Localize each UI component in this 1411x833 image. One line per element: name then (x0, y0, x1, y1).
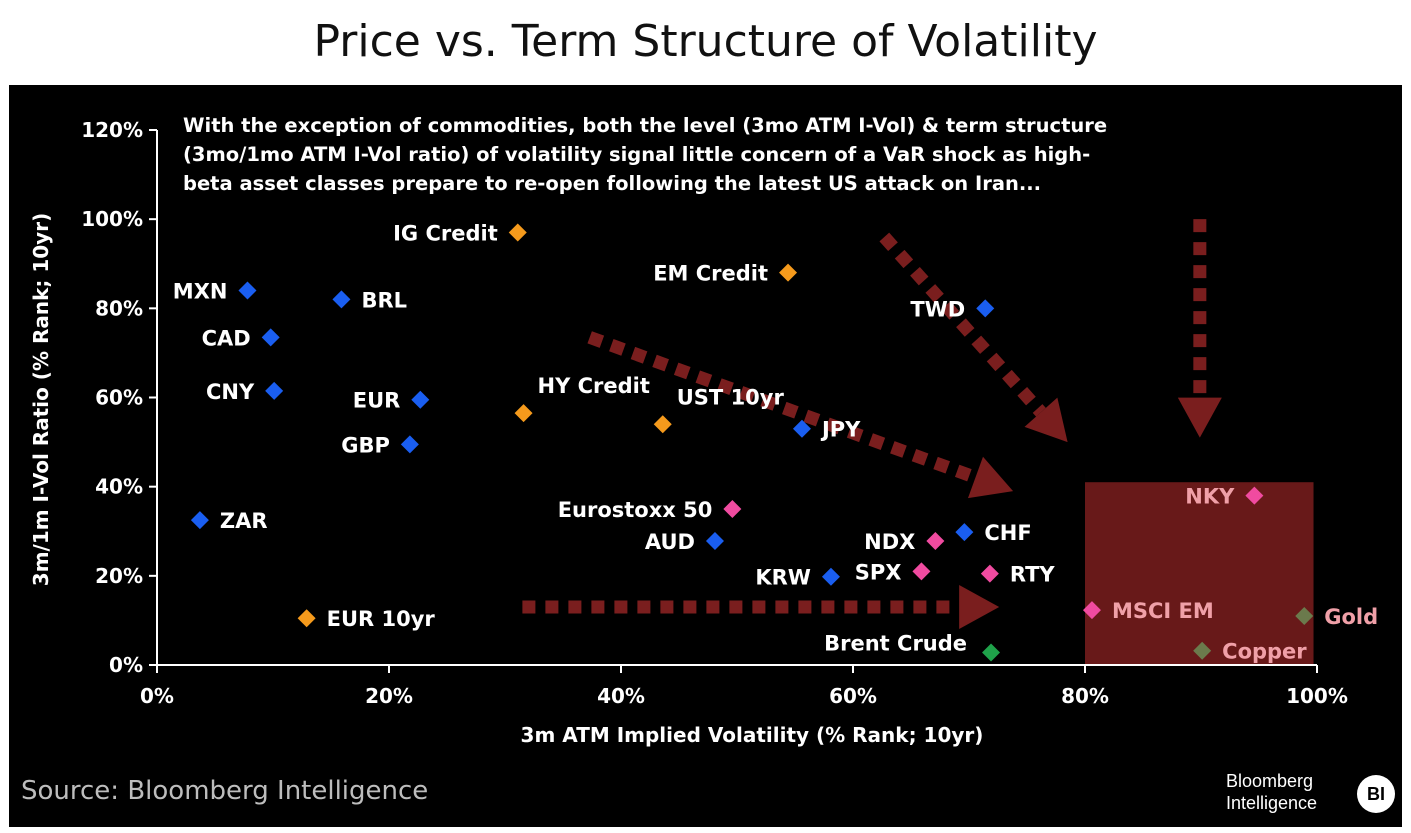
annotation-line: (3mo/1mo ATM I-Vol ratio) of volatility … (183, 143, 1090, 166)
annotation-line: With the exception of commodities, both … (183, 114, 1107, 137)
y-tick-label: 20% (95, 564, 143, 588)
data-label: NDX (864, 530, 915, 554)
y-tick-label: 120% (81, 118, 143, 142)
highlight-box (1085, 482, 1314, 665)
data-label: TWD (910, 297, 965, 321)
logo-line-2: Intelligence (1226, 793, 1318, 813)
x-tick-label: 100% (1286, 684, 1348, 708)
trend-arrow-head (1177, 397, 1222, 438)
data-point-copper (1193, 641, 1212, 660)
data-label: Eurostoxx 50 (558, 498, 713, 522)
data-point-eurostoxx-50 (723, 499, 742, 518)
data-label: AUD (645, 530, 695, 554)
x-tick-label: 80% (1061, 684, 1109, 708)
data-point-rty (980, 564, 999, 583)
annotation-line: beta asset classes prepare to re-open fo… (183, 172, 1041, 195)
trend-arrow-head (967, 456, 1014, 499)
data-label: BRL (361, 288, 407, 312)
y-tick-label: 0% (109, 653, 143, 677)
data-point-jpy (792, 419, 811, 438)
y-tick-label: 80% (95, 296, 143, 320)
data-label: NKY (1185, 485, 1235, 509)
data-point-cny (265, 381, 284, 400)
logo-line-1: Bloomberg (1226, 771, 1314, 791)
data-label: GBP (341, 433, 390, 457)
data-label: RTY (1010, 563, 1056, 587)
y-axis-label: 3m/1m I-Vol Ratio (% Rank; 10yr) (29, 213, 53, 586)
x-tick-label: 20% (365, 684, 413, 708)
data-label: Brent Crude (824, 632, 967, 656)
data-point-em-credit (779, 263, 798, 282)
data-label: KRW (755, 566, 811, 590)
data-label: JPY (820, 418, 861, 442)
data-point-eur (411, 390, 430, 409)
data-point-chf (955, 523, 974, 542)
data-label: HY Credit (538, 374, 650, 398)
data-label: EUR (353, 389, 401, 413)
data-label: CNY (206, 380, 255, 404)
data-point-eur-10yr (297, 609, 316, 628)
data-label: Gold (1324, 605, 1378, 629)
source-note: Source: Bloomberg Intelligence (21, 776, 429, 806)
x-axis-label: 3m ATM Implied Volatility (% Rank; 10yr) (521, 723, 984, 747)
data-point-spx (912, 562, 931, 581)
data-label: Copper (1222, 640, 1307, 664)
data-point-zar (190, 511, 209, 530)
data-label: ZAR (220, 509, 268, 533)
data-point-ust-10yr (653, 415, 672, 434)
data-point-brent-crude (982, 643, 1001, 662)
data-label: IG Credit (393, 222, 498, 246)
chart-panel (9, 85, 1402, 827)
y-tick-label: 40% (95, 475, 143, 499)
trend-arrow-head (1024, 397, 1068, 443)
data-point-hy-credit (514, 404, 533, 423)
data-point-nky (1245, 486, 1264, 505)
data-label: UST 10yr (677, 385, 785, 409)
page-title: Price vs. Term Structure of Volatility (313, 16, 1098, 67)
data-point-ndx (926, 532, 945, 551)
data-point-aud (705, 532, 724, 551)
data-label: MXN (173, 280, 228, 304)
data-label: SPX (855, 560, 902, 584)
data-label: EM Credit (653, 262, 768, 286)
trend-arrow-shaft (879, 232, 1046, 417)
data-point-twd (976, 299, 995, 318)
data-point-gold (1295, 606, 1314, 625)
data-point-cad (261, 328, 280, 347)
data-label: MSCI EM (1112, 599, 1214, 623)
data-point-msci-em (1082, 601, 1101, 620)
data-label: CHF (984, 521, 1031, 545)
y-tick-label: 60% (95, 386, 143, 410)
bloomberg-intelligence-logo: Bloomberg Intelligence (1226, 770, 1317, 814)
data-point-ig-credit (508, 223, 527, 242)
data-point-krw (821, 567, 840, 586)
x-tick-label: 60% (829, 684, 877, 708)
data-label: CAD (202, 326, 251, 350)
data-label: EUR 10yr (327, 607, 436, 631)
data-point-mxn (238, 281, 257, 300)
y-tick-label: 100% (81, 207, 143, 231)
trend-arrow-head (959, 585, 1000, 630)
bi-badge-icon: BI (1357, 775, 1395, 813)
x-tick-label: 40% (597, 684, 645, 708)
data-point-brl (332, 290, 351, 309)
data-point-gbp (400, 435, 419, 454)
x-tick-label: 0% (140, 684, 174, 708)
